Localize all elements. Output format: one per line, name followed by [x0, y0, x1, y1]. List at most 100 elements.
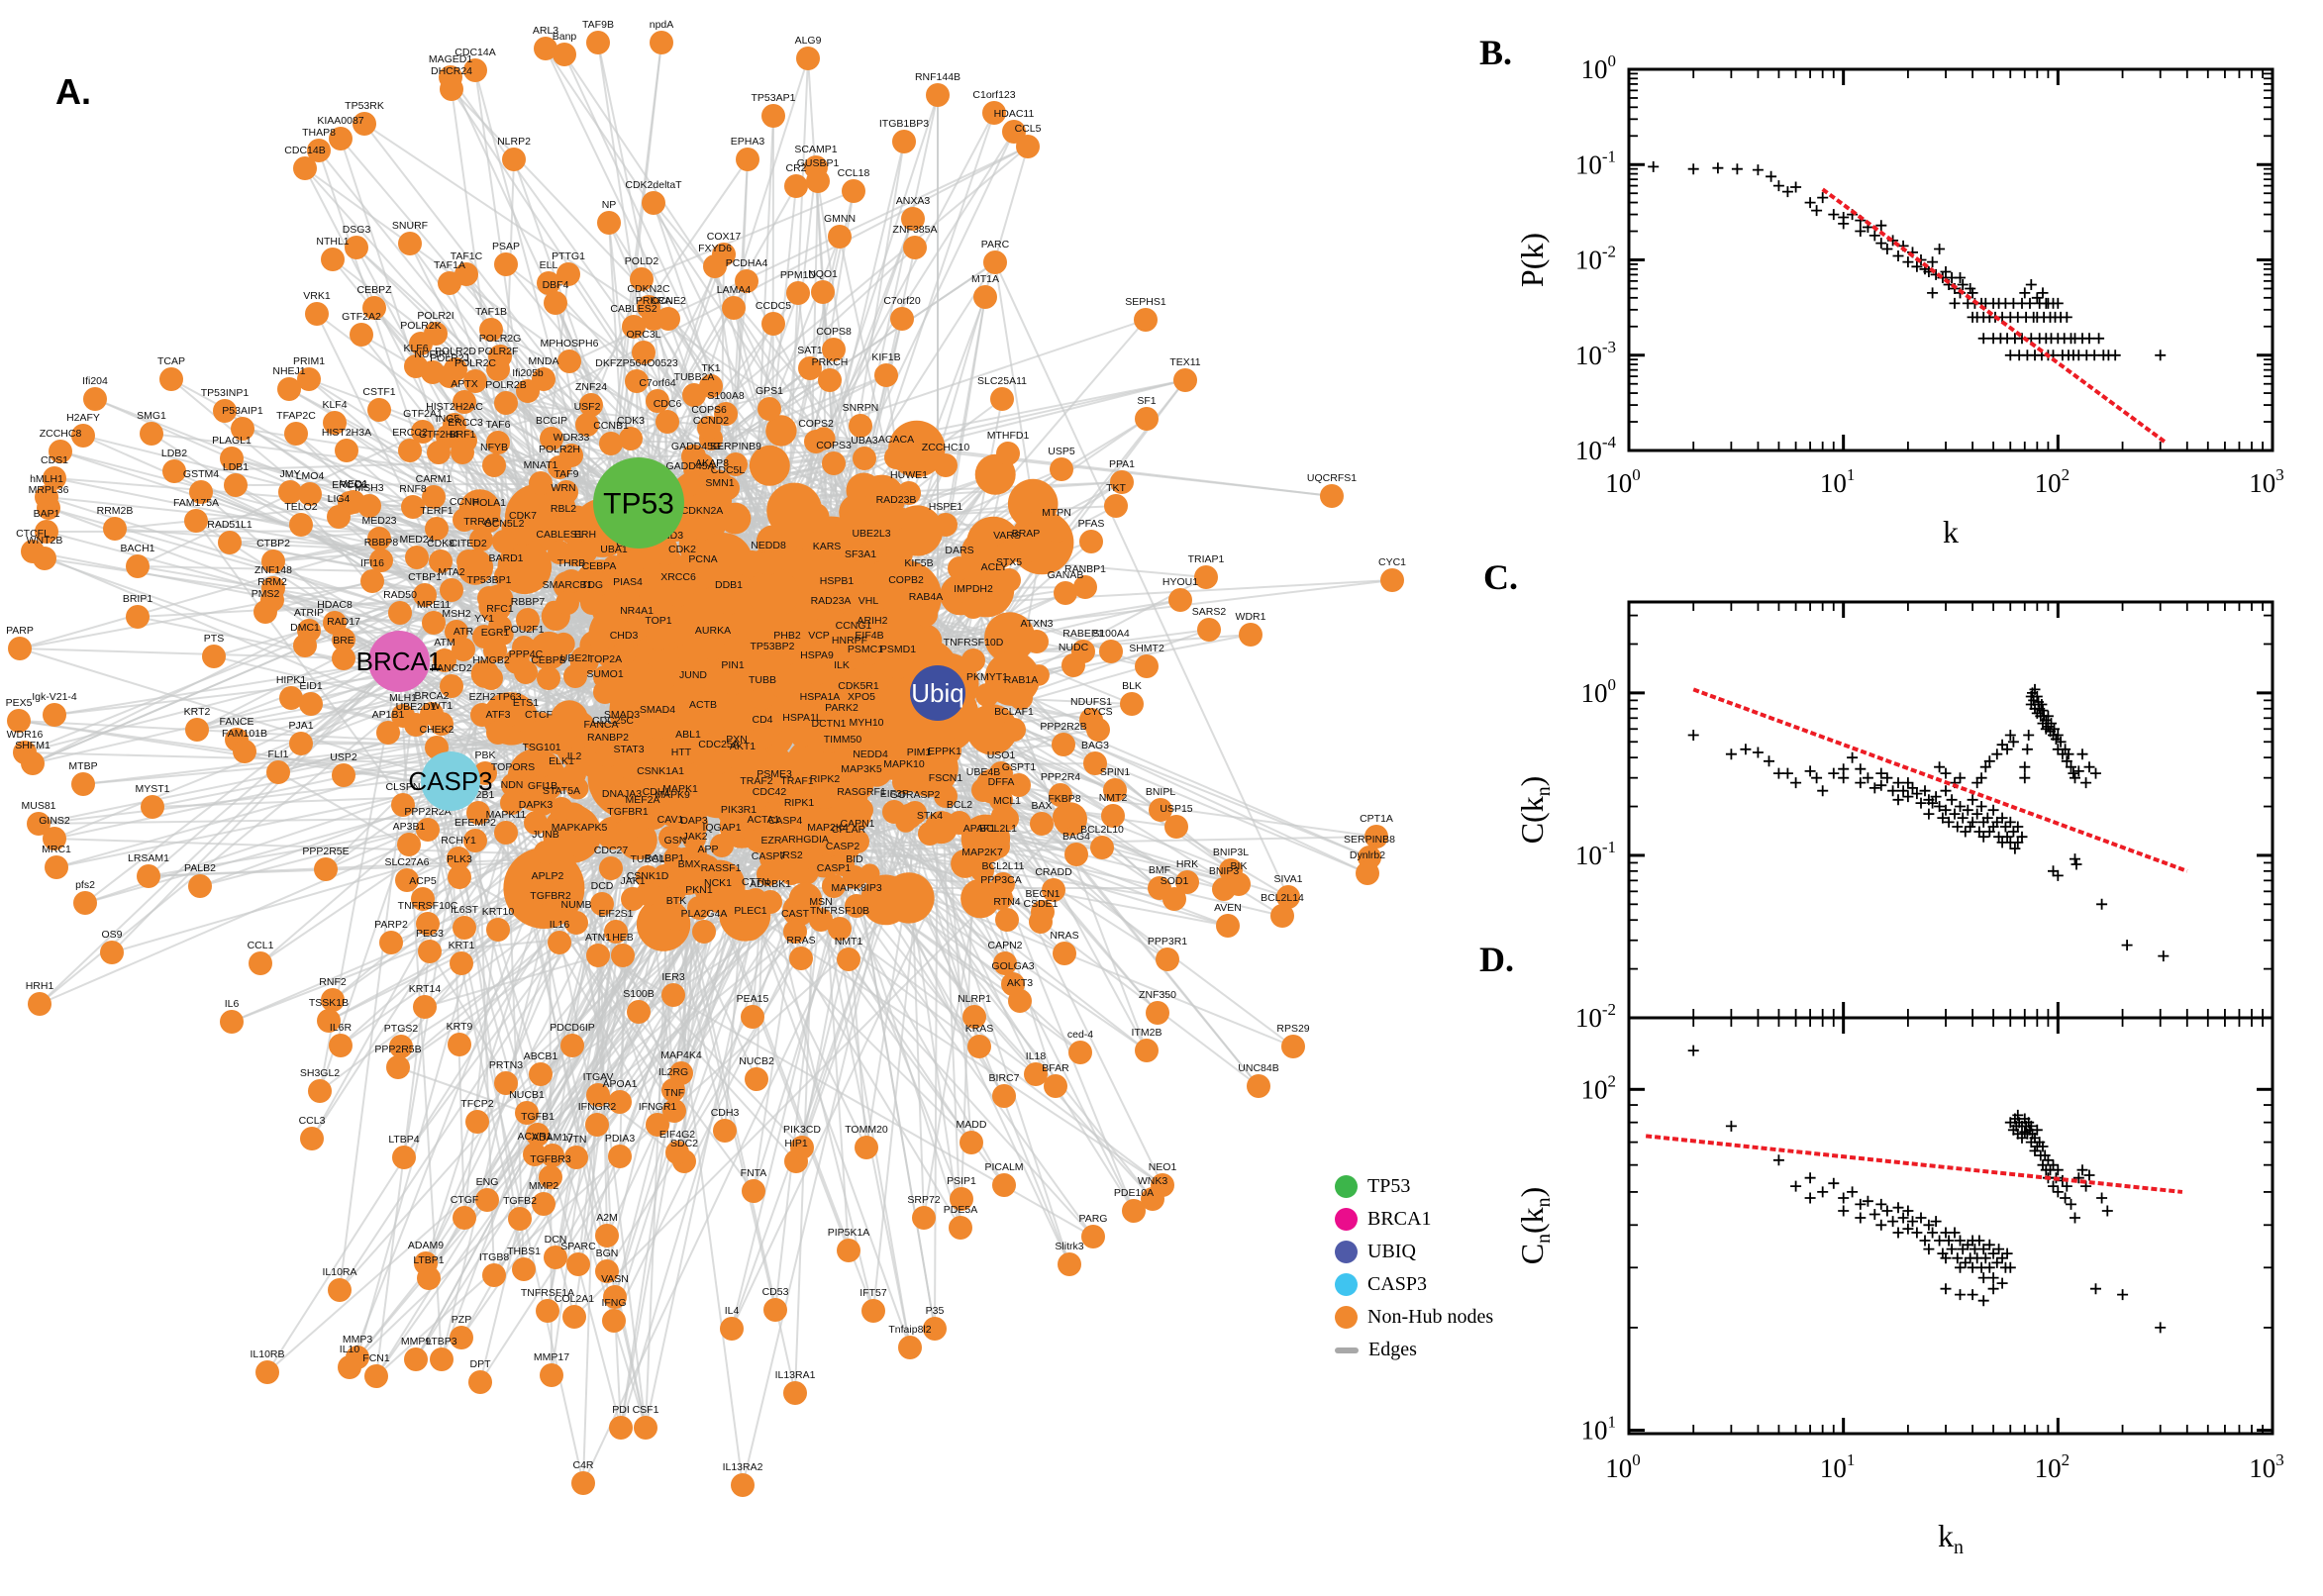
- network-node-label: SF3A1: [845, 549, 876, 560]
- network-node: [825, 587, 849, 611]
- network-node-label: CPT1A: [1360, 813, 1393, 825]
- network-node-label: ELK1: [549, 755, 574, 767]
- network-node-label: PSIP1: [947, 1175, 976, 1187]
- network-node-label: ENG: [476, 1176, 499, 1188]
- network-node: [595, 1259, 619, 1283]
- network-node: [494, 564, 518, 588]
- network-node-label: IL13RA2: [723, 1461, 763, 1473]
- network-node: [266, 760, 290, 784]
- network-node-label: PARP2: [374, 919, 408, 931]
- network-node-label: IL6ST: [451, 904, 479, 916]
- network-node: [616, 818, 640, 842]
- network-node: [586, 1083, 610, 1107]
- network-node: [494, 821, 518, 845]
- network-node-label: CCDC5: [756, 300, 791, 312]
- legend-item-label: CASP3: [1367, 1273, 1428, 1295]
- network-node-label: BCL2L14: [1261, 892, 1304, 904]
- network-node-label: CAST: [781, 908, 810, 920]
- network-node-label: RAB4A: [909, 591, 943, 603]
- network-node-label: HDAC8: [317, 599, 353, 611]
- network-node-label: CABLES1: [536, 529, 582, 541]
- network-node-label: PDI: [612, 1404, 630, 1416]
- network-node-label: MPHOSPH6: [541, 338, 599, 349]
- network-node-label: HMGB2: [472, 654, 510, 666]
- network-node-label: BCL2L11: [981, 860, 1024, 872]
- network-node-label: CCND2: [693, 415, 729, 427]
- network-node: [721, 697, 765, 741]
- network-node: [466, 801, 490, 825]
- network-node: [1110, 470, 1134, 494]
- network-node: [297, 367, 321, 391]
- network-node-label: EPPK1: [928, 746, 961, 757]
- network-node-label: THRB: [557, 557, 586, 569]
- network-node: [202, 645, 226, 668]
- network-node: [762, 780, 786, 804]
- network-node-label: TRAF1: [780, 775, 813, 787]
- network-node-label: AURKA: [695, 625, 731, 637]
- network-node-label: PLA2G4A: [681, 908, 728, 920]
- network-node-label: MED23: [361, 515, 396, 527]
- scatter-points: [1687, 683, 2170, 962]
- network-node: [660, 801, 684, 825]
- network-node: [808, 703, 832, 727]
- network-node: [224, 473, 248, 497]
- network-node: [404, 713, 428, 737]
- network-node-label: VCP: [808, 630, 830, 642]
- network-node: [670, 555, 694, 579]
- network-node: [307, 139, 331, 162]
- legend-item-label: Non-Hub nodes: [1367, 1306, 1494, 1328]
- network-node-label: EIF4G2: [659, 1129, 695, 1141]
- network-node: [713, 1119, 737, 1143]
- hub-node-brca1: [368, 631, 430, 692]
- network-node: [1168, 588, 1192, 612]
- network-hubs-layer: TP53 BRCA1 CASP3 Ubiq: [356, 457, 965, 811]
- network-node: [609, 1416, 633, 1440]
- network-node-label: GORASP2: [890, 789, 941, 801]
- network-node: [1162, 887, 1186, 911]
- network-node-label: CDC6: [654, 398, 682, 410]
- network-node: [327, 505, 351, 529]
- network-node: [332, 763, 355, 787]
- network-node-label: MAPK9: [655, 789, 690, 801]
- network-node-label: SERPINB8: [1344, 834, 1395, 846]
- network-node-label: BAG4: [1062, 831, 1090, 843]
- network-node: [855, 1136, 878, 1159]
- hub-node-tp53: [593, 457, 684, 549]
- network-node-label: CCNB1: [593, 420, 629, 432]
- network-node: [665, 1141, 689, 1164]
- network-node: [1068, 1041, 1092, 1064]
- network-node-label: TAF1B: [475, 306, 507, 318]
- network-node: [898, 1336, 922, 1359]
- network-node-label: SF1: [1137, 395, 1156, 407]
- network-node: [818, 368, 842, 392]
- network-node: [463, 58, 487, 82]
- network-node: [548, 931, 571, 954]
- network-node: [995, 542, 1019, 565]
- network-node: [388, 601, 412, 625]
- network-node: [966, 704, 1018, 755]
- network-node-label: COPS2: [798, 418, 834, 430]
- network-node: [1120, 692, 1144, 716]
- network-node: [526, 1123, 550, 1147]
- network-node-label: DKFZP564O0523: [595, 357, 678, 369]
- network-node: [395, 868, 419, 892]
- network-node-label: USP15: [1160, 803, 1192, 815]
- network-node: [430, 712, 454, 736]
- network-node-label: IL10RA: [322, 1266, 356, 1278]
- network-node-label: FKBP8: [1048, 793, 1080, 805]
- network-node: [43, 466, 66, 490]
- network-node: [1216, 914, 1240, 938]
- network-node-label: PLEC1: [734, 905, 766, 917]
- network-node-label: PTTG1: [552, 250, 585, 262]
- network-node: [741, 1005, 764, 1029]
- network-node: [627, 1000, 651, 1024]
- network-node-label: MRPL36: [29, 484, 69, 496]
- network-node-label: SPARC: [560, 1241, 596, 1252]
- network-node-label: POLA1: [472, 497, 506, 509]
- network-node-label: COPS3: [816, 440, 852, 451]
- network-node: [213, 399, 237, 423]
- network-node: [1101, 804, 1125, 828]
- network-node: [28, 992, 51, 1016]
- tick-label: 100: [1605, 1450, 1641, 1483]
